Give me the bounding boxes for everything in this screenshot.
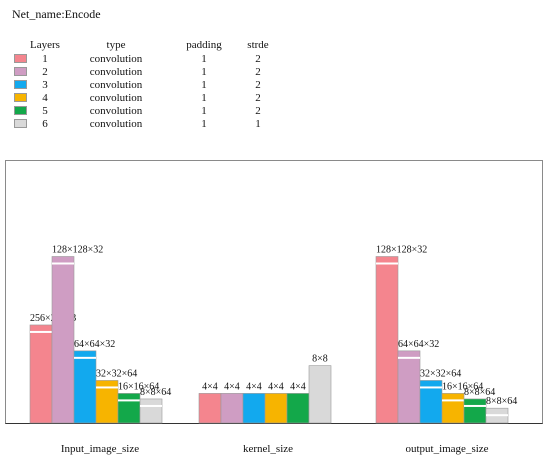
legend-stride: 2 bbox=[255, 65, 261, 78]
legend-swatch bbox=[10, 78, 30, 91]
data-label: 64×64×32 bbox=[74, 339, 115, 350]
bar bbox=[220, 393, 244, 424]
x-tick-label: kernel_size bbox=[243, 443, 293, 455]
bar bbox=[397, 350, 421, 424]
bar-gap bbox=[442, 399, 464, 402]
legend-header-padding: padding bbox=[186, 39, 222, 51]
bar bbox=[198, 393, 222, 424]
bar bbox=[286, 393, 310, 424]
bar-gap bbox=[52, 262, 74, 265]
legend-type: convolution bbox=[89, 117, 143, 130]
legend-swatch-box bbox=[13, 119, 27, 129]
bar-gap bbox=[140, 404, 162, 407]
legend-row: 6 convolution 1 1 bbox=[10, 117, 280, 130]
legend-header-type: type bbox=[106, 39, 126, 51]
data-label: 32×32×64 bbox=[96, 368, 137, 379]
bar bbox=[375, 256, 399, 424]
bar-gap bbox=[30, 330, 52, 333]
x-tick-label: output_image_size bbox=[405, 443, 488, 455]
legend-stride: 2 bbox=[255, 91, 261, 104]
bar bbox=[139, 398, 163, 424]
legend-swatch-box bbox=[13, 106, 27, 116]
legend-row: 5 convolution 1 2 bbox=[10, 104, 280, 117]
bar bbox=[308, 365, 332, 424]
legend-swatch-box bbox=[13, 93, 27, 103]
legend-layer: 4 bbox=[42, 91, 48, 104]
data-label: 4×4 bbox=[224, 381, 240, 392]
data-label: 128×128×32 bbox=[52, 245, 103, 256]
data-label: 8×8×64 bbox=[464, 387, 495, 398]
legend-padding: 1 bbox=[201, 104, 207, 117]
legend-swatch bbox=[10, 91, 30, 104]
legend-stride: 2 bbox=[255, 78, 261, 91]
bar-gap bbox=[486, 414, 508, 417]
bar-gap bbox=[74, 356, 96, 359]
net-name-title: Net_name:Encode bbox=[12, 7, 101, 21]
data-label: 8×8 bbox=[312, 354, 328, 365]
bar-gap bbox=[420, 386, 442, 389]
legend-layer: 6 bbox=[42, 117, 48, 130]
legend-header-layers: Layers bbox=[30, 39, 60, 51]
legend-swatch bbox=[10, 117, 30, 130]
legend-padding: 1 bbox=[201, 65, 207, 78]
legend-layer: 2 bbox=[42, 65, 48, 78]
legend-stride: 2 bbox=[255, 104, 261, 117]
data-label: 32×32×64 bbox=[420, 368, 461, 379]
legend-type: convolution bbox=[89, 104, 143, 117]
legend-type: convolution bbox=[89, 65, 143, 78]
legend-row: 1 convolution 1 2 bbox=[10, 52, 280, 65]
bar-gap bbox=[96, 386, 118, 389]
legend-type: convolution bbox=[89, 52, 143, 65]
legend-layer: 1 bbox=[42, 52, 48, 65]
legend-padding: 1 bbox=[201, 52, 207, 65]
bar-gap bbox=[118, 399, 140, 402]
bar-gap bbox=[376, 262, 398, 265]
legend-row: 2 convolution 1 2 bbox=[10, 65, 280, 78]
legend-padding: 1 bbox=[201, 117, 207, 130]
legend-stride: 1 bbox=[255, 117, 261, 130]
data-label: 8×8×64 bbox=[140, 387, 171, 398]
legend-swatch bbox=[10, 65, 30, 78]
bar bbox=[51, 256, 75, 424]
data-label: 16×16×64 bbox=[442, 381, 483, 392]
data-label: 128×128×32 bbox=[376, 245, 427, 256]
bar-gap bbox=[398, 356, 420, 359]
data-label: 4×4 bbox=[246, 381, 262, 392]
legend-layer: 3 bbox=[42, 78, 48, 91]
bar bbox=[463, 398, 487, 424]
data-label: 64×64×32 bbox=[398, 339, 439, 350]
legend-layer: 5 bbox=[42, 104, 48, 117]
legend-stride: 2 bbox=[255, 52, 261, 65]
legend-swatch-box bbox=[13, 80, 27, 90]
bar-gap bbox=[464, 404, 486, 407]
legend-padding: 1 bbox=[201, 78, 207, 91]
legend-row: 3 convolution 1 2 bbox=[10, 78, 280, 91]
legend-swatch-box bbox=[13, 67, 27, 77]
data-label: 4×4 bbox=[202, 381, 218, 392]
data-label: 4×4 bbox=[290, 381, 306, 392]
legend-swatch bbox=[10, 52, 30, 65]
legend-padding: 1 bbox=[201, 91, 207, 104]
data-label: 4×4 bbox=[268, 381, 284, 392]
bar bbox=[29, 324, 53, 424]
x-tick-label: Input_image_size bbox=[61, 443, 139, 455]
chart-frame bbox=[5, 160, 543, 424]
legend-body: 1 convolution 1 2 2 convolution 1 2 3 convolution… bbox=[10, 52, 280, 130]
data-label: 8×8×64 bbox=[486, 396, 517, 407]
bar bbox=[242, 393, 266, 424]
legend-row: 4 convolution 1 2 bbox=[10, 91, 280, 104]
legend-type: convolution bbox=[89, 78, 143, 91]
legend-swatch-box bbox=[13, 54, 27, 64]
bar bbox=[264, 393, 288, 424]
bar bbox=[441, 393, 465, 424]
legend: Layers type padding strde 1 convolution 1 2… bbox=[10, 38, 280, 130]
legend-type: convolution bbox=[89, 91, 143, 104]
data-label: 16×16×64 bbox=[118, 381, 159, 392]
bar bbox=[117, 393, 141, 424]
bar bbox=[73, 350, 97, 424]
legend-header-stride: strde bbox=[247, 39, 269, 51]
legend-swatch bbox=[10, 104, 30, 117]
